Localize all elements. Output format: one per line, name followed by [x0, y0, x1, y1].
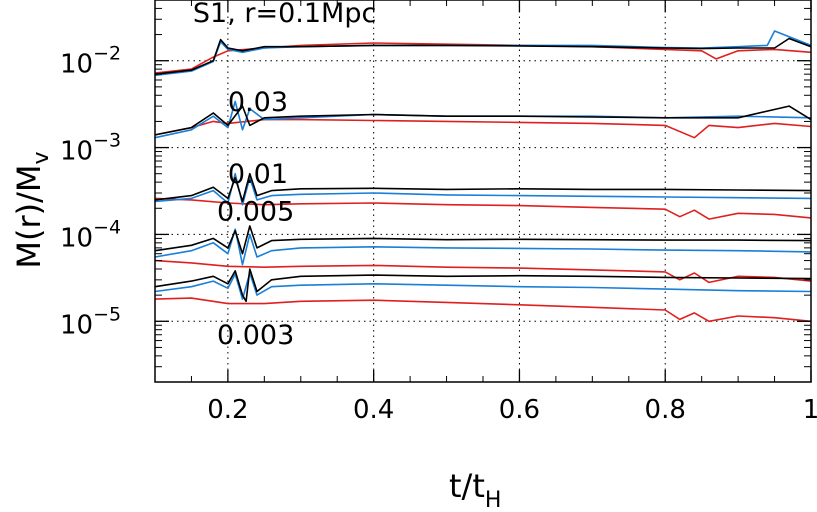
y-tick-label-exp: −5 [93, 303, 121, 325]
x-axis-title-base: t/t [449, 467, 485, 505]
axis-ticks [155, 0, 812, 382]
y-tick-label-base: 10 [60, 137, 93, 167]
y-tick-label: 10−5 [60, 303, 121, 340]
x-tick-labels: 0.2 0.4 0.6 0.8 1 [207, 395, 817, 425]
data-series [154, 30, 812, 323]
y-tick-label-exp: −2 [93, 43, 121, 65]
y-tick-label-exp: −4 [93, 216, 121, 238]
series-line-blue-4 [154, 228, 812, 266]
y-tick-label: 10−3 [60, 130, 121, 167]
annotation-label: 0.01 [228, 159, 288, 190]
x-tick-label: 1 [803, 395, 817, 425]
y-axis-title-sub: v [29, 151, 54, 164]
series-line-blue-1 [154, 30, 812, 77]
x-axis-title-sub: H [485, 488, 502, 512]
series-line-red-4 [154, 259, 812, 284]
series-line-red-3 [154, 197, 812, 220]
series-line-black-5 [154, 268, 812, 303]
series-line-red-2 [154, 118, 812, 139]
x-tick-label: 0.8 [645, 395, 686, 425]
y-axis-title: M(r)/Mv [10, 151, 54, 268]
y-tick-label: 10−2 [60, 43, 121, 80]
y-axis-title-base: M(r)/M [10, 164, 48, 268]
annotation-label: 0.003 [217, 320, 294, 351]
y-tick-label-exp: −3 [93, 130, 121, 152]
y-tick-label: 10−4 [60, 216, 121, 253]
x-tick-label: 0.2 [207, 395, 248, 425]
series-line-red-5 [154, 297, 812, 323]
y-tick-label-base: 10 [60, 310, 93, 340]
y-tick-label-base: 10 [60, 50, 93, 80]
annotations: S1, r=0.1Mpc 0.03 0.01 0.005 0.003 [193, 0, 376, 351]
x-tick-label: 0.6 [499, 395, 540, 425]
series-line-black-3 [154, 172, 812, 203]
series-line-blue-3 [154, 172, 812, 206]
series-line-black-1 [154, 37, 812, 75]
series-line-black-4 [154, 225, 812, 255]
x-axis-title: t/tH [449, 467, 501, 512]
annotation-label: S1, r=0.1Mpc [193, 0, 376, 29]
annotation-label: 0.03 [228, 87, 288, 118]
annotation-label: 0.005 [217, 196, 294, 227]
x-tick-label: 0.4 [353, 395, 394, 425]
y-tick-labels: 10−510−410−310−2 [60, 43, 121, 341]
series-line-black-2 [154, 105, 812, 136]
y-tick-label-base: 10 [60, 223, 93, 253]
series-line-blue-5 [154, 272, 812, 300]
